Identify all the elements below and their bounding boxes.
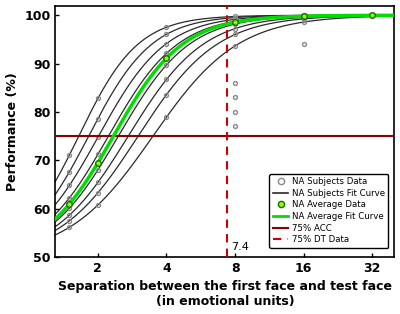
X-axis label: Separation between the first face and test face
(in emotional units): Separation between the first face and te…: [58, 280, 392, 308]
Legend: NA Subjects Data, NA Subjects Fit Curve, NA Average Data, NA Average Fit Curve, : NA Subjects Data, NA Subjects Fit Curve,…: [270, 174, 388, 248]
Y-axis label: Performance (%): Performance (%): [6, 72, 18, 191]
Text: 7.4: 7.4: [231, 242, 249, 252]
